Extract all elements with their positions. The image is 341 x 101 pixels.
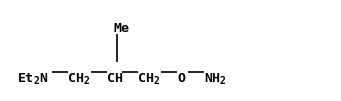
- Text: O: O: [177, 72, 185, 85]
- Text: 2: 2: [84, 76, 90, 86]
- Text: CH: CH: [138, 72, 154, 85]
- Text: CH: CH: [107, 72, 123, 85]
- Text: CH: CH: [68, 72, 84, 85]
- Text: Me: Me: [114, 22, 130, 35]
- Text: N: N: [39, 72, 47, 85]
- Text: 2: 2: [220, 76, 226, 86]
- Text: Et: Et: [18, 72, 34, 85]
- Text: NH: NH: [204, 72, 220, 85]
- Text: 2: 2: [33, 76, 39, 86]
- Text: 2: 2: [154, 76, 160, 86]
